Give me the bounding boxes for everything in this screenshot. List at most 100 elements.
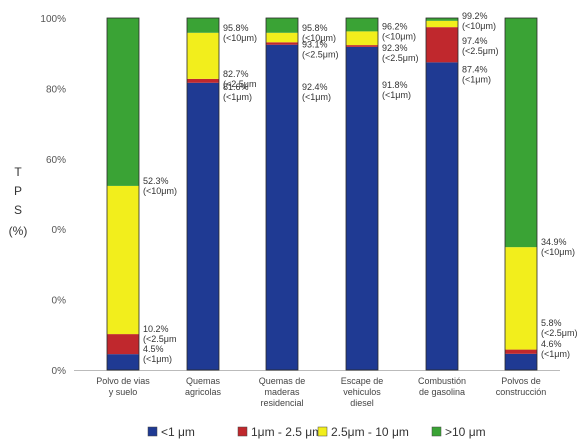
y-tick-label: 0% <box>52 225 67 236</box>
legend-swatch <box>431 426 442 437</box>
y-tick-label: 100% <box>40 14 66 25</box>
bar-annotation-label: (<1μm) <box>541 349 570 359</box>
bar-annotation-label: (<2.5μm) <box>302 50 338 60</box>
bar-annotation-label: (<1μm) <box>223 92 252 102</box>
legend-label: 2.5μm - 10 μm <box>331 425 409 439</box>
category-label: de gasolina <box>419 387 465 397</box>
bar-segment <box>426 18 458 21</box>
y-tick-label: 60% <box>46 155 66 166</box>
bar-segment <box>107 334 139 355</box>
bar-annotation-label: 82.7% <box>223 69 249 79</box>
category-label: agricolas <box>185 387 222 397</box>
category-label: residencial <box>260 398 303 408</box>
legend-label: 1μm - 2.5 μm <box>251 425 322 439</box>
bar-outline <box>265 17 299 371</box>
bar-outline <box>345 17 379 371</box>
category-label: vehiculos <box>343 387 381 397</box>
bar-segment <box>505 247 537 350</box>
bar-annotation-label: (<2.5μm <box>143 334 176 344</box>
bar-annotation-label: (<2.5μm) <box>382 53 418 63</box>
y-axis-label-text: T <box>14 165 22 179</box>
bar-segment <box>346 45 378 47</box>
bar-segment <box>346 18 378 32</box>
bar-annotation-label: (<1μm) <box>143 354 172 364</box>
bar-annotation-label: 87.4% <box>462 64 488 74</box>
bar-segment <box>266 42 298 45</box>
category-label: Polvo de vias <box>96 376 150 386</box>
bar-annotation-label: 95.8% <box>223 23 249 33</box>
y-tick-label: 80% <box>46 84 66 95</box>
category-label: diesel <box>350 398 374 408</box>
category-label: Escape de <box>341 376 384 386</box>
bar-segment <box>187 32 219 79</box>
bar-annotation-label: (<1μm) <box>302 92 331 102</box>
legend-swatch <box>147 426 158 437</box>
bar-annotation-label: 93.1% <box>302 40 328 50</box>
bar-outline <box>504 17 538 371</box>
bar-annotation-label: 52.3% <box>143 176 169 186</box>
bar-annotation-label: (<10μm) <box>302 33 336 43</box>
bar-annotations: 52.3%(<10μm)10.2%(<2.5μm4.5%(<1μm)95.8%(… <box>143 11 577 364</box>
legend-swatch <box>237 426 248 437</box>
bar-segment <box>505 18 537 248</box>
bar-outline <box>425 17 459 371</box>
bar-annotation-label: 96.2% <box>382 21 408 31</box>
bar-segment <box>346 46 378 370</box>
bar-segment <box>426 20 458 28</box>
bar-annotation-label: 95.8% <box>302 23 328 33</box>
y-axis-label-text: P <box>14 184 22 198</box>
bar-annotation-label: 81.6% <box>223 82 249 92</box>
bar-annotation-label: 97.4% <box>462 36 488 46</box>
bar-annotation-label: (<10μm) <box>382 31 416 41</box>
bar-annotation-label: 4.5% <box>143 344 164 354</box>
y-axis-ticks: 100% 80% 60% 0% 0% 0% <box>40 14 66 377</box>
category-label: y suelo <box>109 387 138 397</box>
bar-annotation-label: 91.8% <box>382 80 408 90</box>
category-label: construcción <box>496 387 547 397</box>
y-axis-label-text: S <box>14 203 22 217</box>
bar-annotation-label: (<2.5μm) <box>462 46 498 56</box>
bar-segment <box>266 44 298 370</box>
bar-segment <box>187 82 219 370</box>
y-tick-label: 0% <box>52 366 67 377</box>
legend: <1 μm 1μm - 2.5 μm 2.5μm - 10 μm >10 μm <box>147 425 486 439</box>
bar-annotation-label: (<10μm) <box>143 186 177 196</box>
category-label: Combustión <box>418 376 466 386</box>
bar-annotation-label: 10.2% <box>143 324 169 334</box>
bar-annotation-label: (<1μm) <box>382 90 411 100</box>
bar-annotation-label: (<10μm) <box>223 33 257 43</box>
bar-segment <box>266 32 298 43</box>
bar-segment <box>505 353 537 370</box>
bar-segment <box>107 18 139 186</box>
category-label: maderas <box>264 387 300 397</box>
category-label: Polvos de <box>501 376 541 386</box>
bar-segment <box>107 185 139 335</box>
bar-outline <box>186 17 220 371</box>
bar-annotation-label: (<1μm) <box>462 74 491 84</box>
bar-annotation-label: 99.2% <box>462 11 488 21</box>
legend-swatch <box>317 426 328 437</box>
bar-segment <box>426 27 458 63</box>
bar-annotation-label: 92.4% <box>302 82 328 92</box>
bars <box>106 17 538 371</box>
bar-annotation-label: (<2.5μm) <box>541 328 577 338</box>
bar-annotation-label: (<10μm) <box>462 21 496 31</box>
category-label: Quemas <box>186 376 221 386</box>
y-axis-label-text: (%) <box>9 224 28 238</box>
bar-annotation-label: 5.8% <box>541 318 562 328</box>
category-label: Quemas de <box>259 376 306 386</box>
y-axis-label: TPS (%) <box>9 165 28 238</box>
bar-segment <box>187 18 219 33</box>
bar-outline <box>106 17 140 371</box>
bar-segment <box>266 18 298 33</box>
legend-label: >10 μm <box>445 425 486 439</box>
bar-segment <box>107 354 139 370</box>
bar-segment <box>505 349 537 354</box>
bar-segment <box>346 31 378 46</box>
bar-segment <box>187 78 219 83</box>
legend-label: <1 μm <box>161 425 195 439</box>
bar-annotation-label: 34.9% <box>541 237 567 247</box>
bar-segment <box>426 62 458 371</box>
